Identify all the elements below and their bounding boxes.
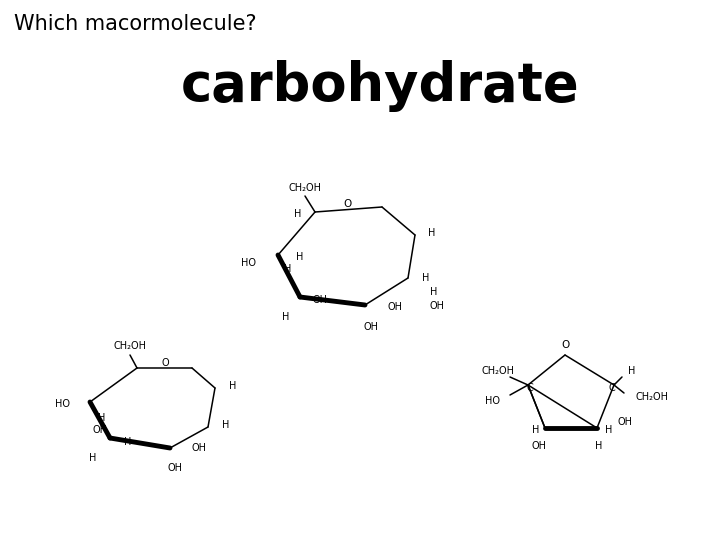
Text: H: H — [428, 228, 436, 238]
Text: H: H — [89, 453, 96, 463]
Text: OH: OH — [192, 443, 207, 453]
Text: OH: OH — [531, 441, 546, 451]
Text: CH₂OH: CH₂OH — [482, 366, 515, 376]
Text: H: H — [222, 420, 230, 430]
Text: H: H — [282, 312, 289, 322]
Text: OH: OH — [168, 463, 182, 473]
Text: Which macormolecule?: Which macormolecule? — [14, 14, 256, 34]
Text: HO: HO — [485, 396, 500, 406]
Text: OH: OH — [430, 301, 445, 311]
Text: HO: HO — [241, 258, 256, 268]
Text: H: H — [125, 437, 132, 447]
Text: CH₂OH: CH₂OH — [636, 392, 669, 402]
Text: OH: OH — [312, 295, 328, 305]
Text: H: H — [422, 273, 429, 283]
Text: HO: HO — [55, 399, 70, 409]
Text: H: H — [605, 425, 613, 435]
Text: O: O — [161, 358, 168, 368]
Text: C: C — [526, 383, 534, 393]
Text: H: H — [229, 381, 236, 391]
Text: carbohydrate: carbohydrate — [181, 60, 580, 112]
Text: H: H — [99, 413, 106, 423]
Text: H: H — [628, 366, 635, 376]
Text: OH: OH — [387, 302, 402, 312]
Text: C: C — [608, 383, 616, 393]
Text: OH: OH — [364, 322, 379, 332]
Text: H: H — [430, 287, 437, 297]
Text: O: O — [344, 199, 352, 209]
Text: OH: OH — [617, 417, 632, 427]
Text: CH₂OH: CH₂OH — [114, 341, 146, 351]
Text: H: H — [284, 264, 292, 274]
Text: H: H — [294, 209, 301, 219]
Text: CH₂OH: CH₂OH — [289, 183, 322, 193]
Text: H: H — [297, 252, 304, 262]
Text: H: H — [595, 441, 603, 451]
Text: O: O — [561, 340, 569, 350]
Text: OH: OH — [92, 425, 107, 435]
Text: H: H — [531, 425, 539, 435]
